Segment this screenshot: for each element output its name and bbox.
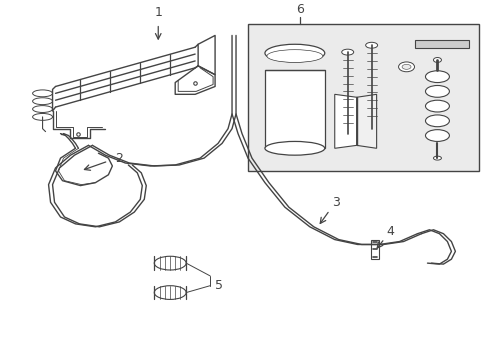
Ellipse shape [33, 113, 52, 120]
Ellipse shape [154, 256, 186, 270]
Ellipse shape [432, 58, 441, 62]
Ellipse shape [401, 64, 410, 69]
Ellipse shape [425, 130, 448, 141]
Text: 6: 6 [295, 3, 303, 16]
Ellipse shape [266, 50, 322, 62]
Bar [370, 239, 378, 259]
Ellipse shape [425, 115, 448, 127]
Ellipse shape [398, 62, 414, 72]
Text: 4: 4 [386, 225, 394, 238]
Ellipse shape [33, 90, 52, 97]
Text: 5: 5 [215, 279, 223, 292]
Ellipse shape [425, 85, 448, 97]
Text: 3: 3 [331, 196, 339, 209]
Bar [414, 40, 468, 48]
Text: 1: 1 [154, 6, 162, 19]
Ellipse shape [33, 105, 52, 112]
Ellipse shape [264, 141, 324, 155]
Bar [247, 24, 478, 171]
Ellipse shape [425, 100, 448, 112]
Text: 2: 2 [115, 152, 123, 165]
Ellipse shape [341, 49, 353, 55]
Ellipse shape [365, 42, 377, 48]
Polygon shape [334, 94, 356, 148]
Bar [264, 70, 324, 148]
Ellipse shape [154, 286, 186, 300]
Ellipse shape [33, 98, 52, 105]
Ellipse shape [264, 44, 324, 62]
Ellipse shape [432, 156, 441, 160]
Ellipse shape [425, 71, 448, 82]
Polygon shape [356, 94, 376, 148]
